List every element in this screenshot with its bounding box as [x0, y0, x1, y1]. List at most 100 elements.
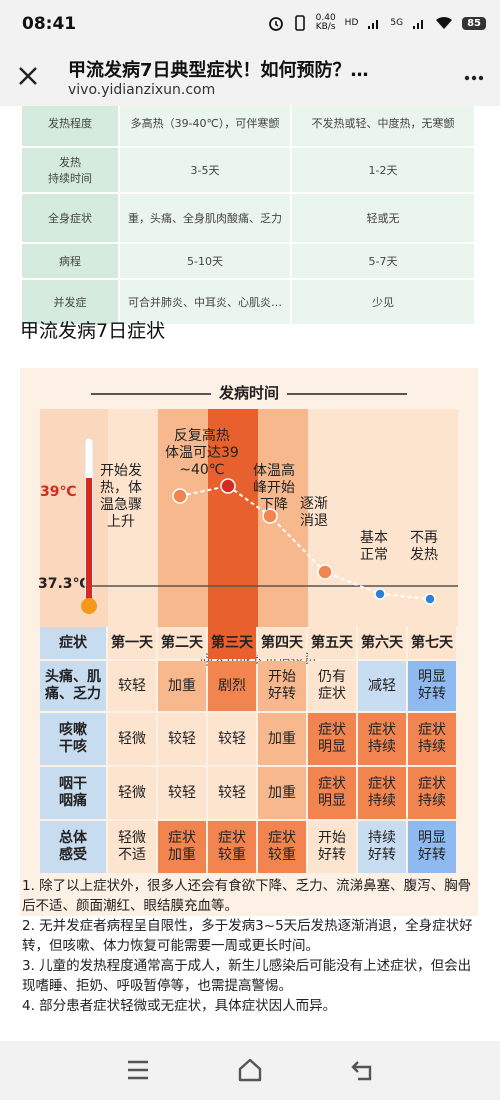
day-column	[208, 409, 258, 627]
symptom-cell: 开始 好转	[308, 821, 356, 873]
symptom-cell: 轻微 不适	[108, 821, 156, 873]
header-day: 第六天	[358, 627, 406, 659]
flu-cell: 可合并肺炎、中耳炎、心肌炎…	[118, 278, 292, 326]
page-url: vivo.yidianzixun.com	[68, 82, 216, 98]
cold-cell: 5-7天	[290, 242, 476, 280]
cold-cell: 1-2天	[290, 146, 476, 194]
symptom-cell: 持续 好转	[358, 821, 406, 873]
article-content: 发热程度 多高热（39-40℃），可伴寒颤 不发热或轻、中度热，无寒颤 发热 持续时间 3…	[0, 106, 500, 1041]
day-note: 体温高 峰开始 下降	[253, 463, 295, 513]
header-day: 第三天	[208, 627, 256, 659]
curve-point	[317, 564, 333, 580]
row-label: 全身症状	[20, 192, 120, 244]
symptom-cell: 较轻	[108, 661, 156, 711]
page-title: 甲流发病7日典型症状！如何预防？…	[68, 60, 369, 81]
signal-icon-2	[413, 20, 424, 29]
temperature-curve	[92, 478, 458, 605]
table-row: 病程 5-10天 5-7天	[20, 242, 476, 280]
cold-cell: 不发热或轻、中度热，无寒颤	[290, 106, 476, 148]
net-speed-value: 0.40	[315, 13, 336, 23]
more-options-icon[interactable]	[464, 70, 484, 86]
back-icon[interactable]	[350, 1059, 374, 1081]
header-day: 第七天	[408, 627, 456, 659]
home-icon[interactable]	[236, 1057, 264, 1083]
header-day: 第五天	[308, 627, 356, 659]
notes-list: 1. 除了以上症状外，很多人还会有食欲下降、乏力、流涕鼻塞、腹泻、胸骨后不适、颜…	[22, 876, 480, 1016]
day-column	[108, 409, 158, 627]
table-row: 发热 持续时间 3-5天 1-2天	[20, 146, 476, 194]
curve-point	[424, 593, 436, 605]
day-column	[40, 409, 108, 627]
flu-cell: 重，头痛、全身肌肉酸痛、乏力	[118, 192, 292, 244]
symptom-cell: 较轻	[158, 767, 206, 819]
axis-line-right	[287, 392, 407, 395]
cold-cell: 轻或无	[290, 192, 476, 244]
table-row: 全身症状 重，头痛、全身肌肉酸痛、乏力 轻或无	[20, 192, 476, 244]
signal-label-2: 5G	[390, 18, 404, 28]
close-icon[interactable]	[14, 62, 42, 90]
day-note: 不再 发热	[410, 530, 438, 563]
vibrate-icon	[294, 15, 305, 31]
symptom-cell: 较轻	[158, 713, 206, 765]
symptom-cell: 明显 好转	[408, 661, 456, 711]
header-day: 第四天	[258, 627, 306, 659]
curve-line	[179, 484, 431, 600]
flu-cell: 多高热（39-40℃），可伴寒颤	[118, 106, 292, 148]
row-label: 病程	[20, 242, 120, 280]
alarm-icon	[268, 17, 283, 31]
menu-icon[interactable]	[126, 1059, 150, 1081]
symptom-label: 咽干 咽痛	[40, 767, 106, 819]
day-note: 基本 正常	[360, 530, 388, 563]
system-nav-bar	[0, 1041, 500, 1100]
symptom-cell: 剧烈	[208, 661, 256, 711]
row-label: 发热程度	[20, 106, 120, 148]
net-speed: 0.40 KB/s	[316, 14, 336, 32]
temp-normal-label: 37.3℃	[38, 576, 90, 592]
table-row: 并发症 可合并肺炎、中耳炎、心肌炎… 少见	[20, 278, 476, 326]
symptom-cell: 加重	[258, 713, 306, 765]
header-day: 第一天	[108, 627, 156, 659]
symptom-cell: 症状 持续	[358, 713, 406, 765]
status-bar: 08:41 0.40 KB/s HD 5G 85	[0, 0, 500, 48]
note-item: 4. 部分患者症状轻微或无症状，具体症状因人而异。	[22, 998, 337, 1014]
flu-cell: 5-10天	[118, 242, 292, 280]
cold-cell: 少见	[290, 278, 476, 326]
note-item: 3. 儿童的发热程度通常高于成人，新生儿感染后可能没有上述症状，但会出现嗜睡、拒…	[22, 958, 472, 994]
symptom-label: 头痛、肌 痛、乏力	[40, 661, 106, 711]
day-column	[308, 409, 358, 627]
symptom-cell: 加重	[258, 767, 306, 819]
table-row: 发热程度 多高热（39-40℃），可伴寒颤 不发热或轻、中度热，无寒颤	[20, 106, 476, 148]
symptom-label: 总体 感受	[40, 821, 106, 873]
note-item: 2. 无并发症者病程呈自限性，多于发病3~5天后发热逐渐消退，全身症状好转，但咳…	[22, 918, 473, 954]
day-columns	[40, 409, 458, 627]
status-icons: 0.40 KB/s HD 5G 85	[268, 14, 486, 32]
symptom-cell: 减轻	[358, 661, 406, 711]
day-note: 逐渐 消退	[300, 496, 328, 529]
symptom-cell: 轻微	[108, 767, 156, 819]
symptom-cell: 较轻	[208, 713, 256, 765]
day-column	[158, 409, 208, 627]
row-label: 并发症	[20, 278, 120, 326]
symptom-cell: 症状 较重	[208, 821, 256, 873]
flu-cell: 3-5天	[118, 146, 292, 194]
signal-label-1: HD	[344, 18, 359, 28]
axis-label: 发病时间	[20, 382, 478, 403]
symptom-cell: 症状 持续	[408, 713, 456, 765]
section-title: 甲流发病7日症状	[20, 320, 166, 342]
symptom-label: 咳嗽 干咳	[40, 713, 106, 765]
symptom-cell: 症状 明显	[308, 767, 356, 819]
temp-high-label: 39℃	[40, 484, 77, 500]
curve-point	[220, 478, 236, 494]
symptom-cell: 症状 持续	[358, 767, 406, 819]
symptom-cell: 仍有 症状	[308, 661, 356, 711]
signal-icon-1	[368, 20, 379, 29]
symptom-cell: 较轻	[208, 767, 256, 819]
thermometer-icon	[81, 438, 97, 614]
header-day: 第二天	[158, 627, 206, 659]
row-label: 发热 持续时间	[20, 146, 120, 194]
note-item: 1. 除了以上症状外，很多人还会有食欲下降、乏力、流涕鼻塞、腹泻、胸骨后不适、颜…	[22, 878, 472, 914]
symptom-cell: 开始 好转	[258, 661, 306, 711]
symptom-cell: 轻微	[108, 713, 156, 765]
symptom-cell: 明显 好转	[408, 821, 456, 873]
infographic: 发病时间 39℃ 37.3℃ @大川成长价值投资 症状 第一天 第二天 第三天 第四天第…	[20, 368, 478, 916]
